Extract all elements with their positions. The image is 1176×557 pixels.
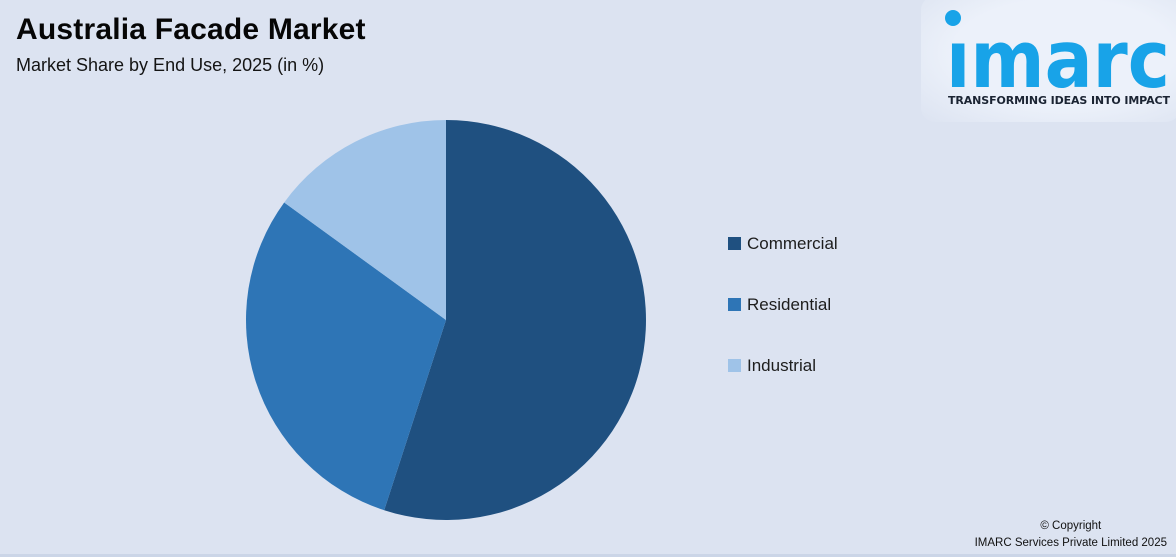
bottom-edge-divider bbox=[0, 554, 1176, 557]
legend: Commercial Residential Industrial bbox=[728, 231, 838, 378]
chart-header: Australia Facade Market Market Share by … bbox=[16, 13, 366, 76]
logo-wordmark: ımarc bbox=[946, 14, 1170, 106]
pie-chart-area bbox=[244, 118, 648, 522]
legend-item-residential: Residential bbox=[728, 292, 838, 317]
pie-slice-industrial bbox=[284, 120, 446, 320]
legend-item-industrial: Industrial bbox=[728, 353, 838, 378]
legend-item-commercial: Commercial bbox=[728, 231, 838, 256]
logo-i-dot bbox=[945, 10, 961, 26]
copyright-notice: © Copyright IMARC Services Private Limit… bbox=[975, 518, 1167, 553]
imarc-logo-graphic: ımarc TRANSFORMING IDEAS INTO IMPACT bbox=[945, 10, 1170, 107]
copyright-line1: © Copyright bbox=[1040, 519, 1102, 532]
pie-slice-residential bbox=[245, 202, 446, 511]
legend-swatch-commercial bbox=[728, 237, 741, 250]
page-title: Australia Facade Market bbox=[16, 13, 366, 46]
logo-tagline: TRANSFORMING IDEAS INTO IMPACT bbox=[948, 94, 1170, 107]
legend-label: Industrial bbox=[747, 355, 816, 375]
imarc-logo: ımarc TRANSFORMING IDEAS INTO IMPACT bbox=[921, 0, 1176, 122]
copyright-line2: IMARC Services Private Limited 2025 bbox=[974, 536, 1167, 549]
legend-label: Residential bbox=[747, 294, 832, 314]
page-subtitle: Market Share by End Use, 2025 (in %) bbox=[16, 54, 325, 75]
pie-slice-commercial bbox=[384, 120, 646, 521]
legend-label: Commercial bbox=[747, 233, 838, 253]
logo-background-glow bbox=[921, 0, 1176, 122]
legend-swatch-industrial bbox=[728, 359, 741, 372]
pie-chart bbox=[245, 120, 646, 521]
legend-swatch-residential bbox=[728, 298, 741, 311]
